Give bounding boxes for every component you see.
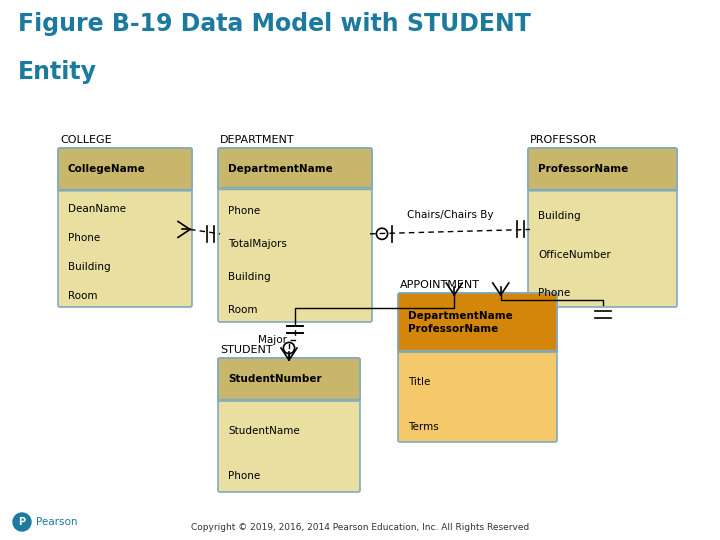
Text: ProfessorName: ProfessorName [538,164,629,174]
Text: Room: Room [68,291,97,301]
Text: Room: Room [228,305,258,315]
Text: Phone: Phone [228,471,260,481]
Text: DepartmentName
ProfessorName: DepartmentName ProfessorName [408,312,513,334]
Text: P: P [19,517,26,527]
FancyBboxPatch shape [218,358,360,401]
FancyBboxPatch shape [58,148,192,307]
Text: Terms: Terms [408,422,438,431]
FancyBboxPatch shape [58,148,192,191]
Text: Phone: Phone [538,288,570,299]
Text: StudentNumber: StudentNumber [228,375,322,384]
Text: CollegeName: CollegeName [68,164,145,174]
Text: Pearson: Pearson [36,517,78,527]
Text: Title: Title [408,376,431,387]
Text: Building: Building [228,272,271,282]
Text: Major: Major [258,335,287,345]
FancyBboxPatch shape [528,148,677,191]
Text: OfficeNumber: OfficeNumber [538,249,611,260]
Text: COLLEGE: COLLEGE [60,135,112,145]
Text: Building: Building [68,262,111,272]
Text: APPOINTMENT: APPOINTMENT [400,280,480,290]
Circle shape [13,513,31,531]
Text: PROFESSOR: PROFESSOR [530,135,598,145]
Text: Building: Building [538,211,580,221]
FancyBboxPatch shape [528,148,677,307]
FancyBboxPatch shape [218,148,372,322]
Text: DeanName: DeanName [68,204,126,214]
Text: Entity: Entity [18,60,97,84]
Text: STUDENT: STUDENT [220,345,273,355]
Text: TotalMajors: TotalMajors [228,239,287,249]
Text: DEPARTMENT: DEPARTMENT [220,135,294,145]
Text: DepartmentName: DepartmentName [228,164,333,174]
FancyBboxPatch shape [218,148,372,190]
Text: Phone: Phone [68,233,100,243]
Text: Phone: Phone [228,206,260,215]
FancyBboxPatch shape [218,358,360,492]
FancyBboxPatch shape [398,293,557,442]
Text: StudentName: StudentName [228,426,300,436]
Text: Chairs/Chairs By: Chairs/Chairs By [407,210,493,220]
Text: Copyright © 2019, 2016, 2014 Pearson Education, Inc. All Rights Reserved: Copyright © 2019, 2016, 2014 Pearson Edu… [191,523,529,532]
Text: Figure B-19 Data Model with STUDENT: Figure B-19 Data Model with STUDENT [18,12,531,36]
FancyBboxPatch shape [398,293,557,352]
